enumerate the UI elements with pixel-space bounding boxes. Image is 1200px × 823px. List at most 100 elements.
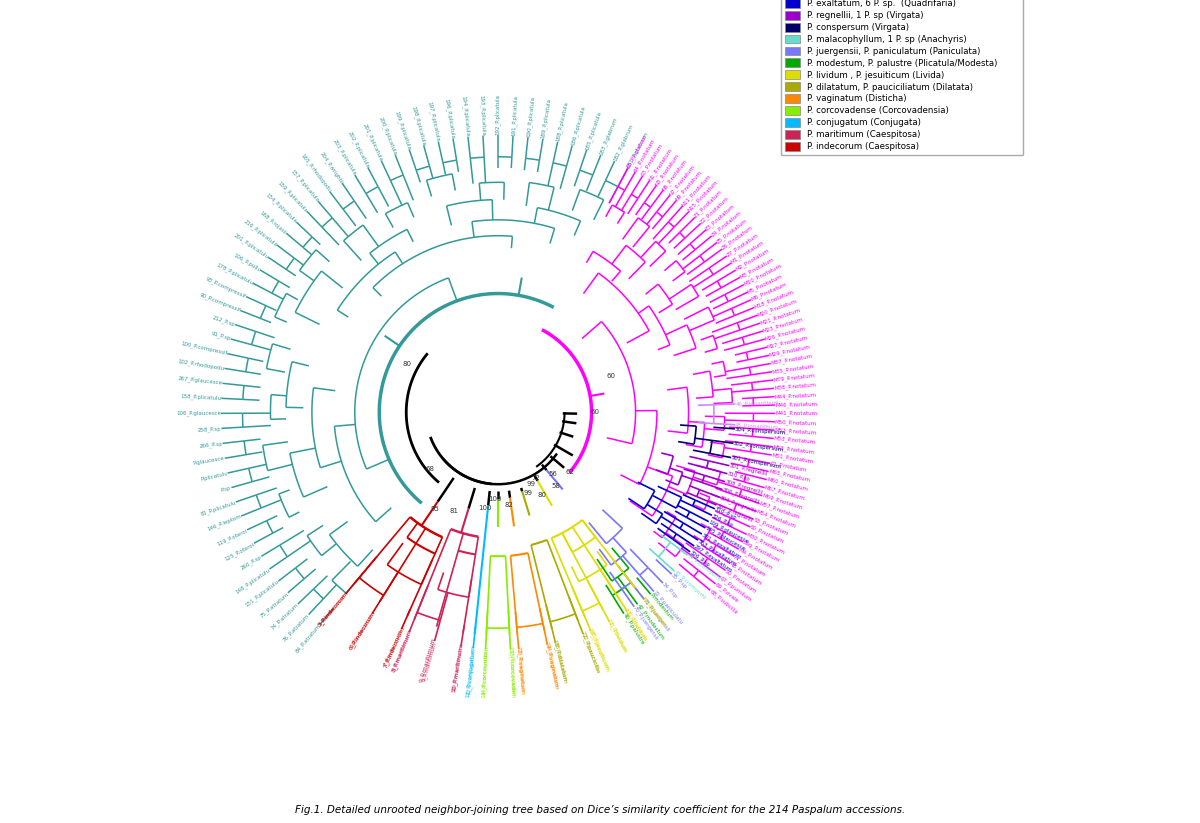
Text: 159_P.plicatula: 159_P.plicatula [277,179,310,213]
Text: 212_P.sp: 212_P.sp [211,314,236,328]
Text: 31_P.lividum: 31_P.lividum [607,621,628,653]
Text: 326_P.sp: 326_P.sp [710,513,734,528]
Text: 100: 100 [488,495,502,501]
Text: 71_P.juergensii: 71_P.juergensii [642,597,672,633]
Text: 306_P.regnellii: 306_P.regnellii [721,487,761,505]
Text: 31_P.lividum: 31_P.lividum [605,617,629,654]
Text: M23_P.notatum: M23_P.notatum [762,316,804,334]
Text: 3_P.indecorum: 3_P.indecorum [318,593,348,626]
Text: Z6_P.notatum: Z6_P.notatum [720,225,754,252]
Text: Z2_P.notatum: Z2_P.notatum [698,196,731,226]
Text: 76_P.atratum: 76_P.atratum [282,612,311,643]
Text: N3_P.notatum: N3_P.notatum [654,152,680,187]
Text: 203_P.plicatula: 203_P.plicatula [331,138,358,176]
Text: 93_P.compressif: 93_P.compressif [205,276,247,300]
Text: 10_P.maritimum: 10_P.maritimum [451,646,463,691]
Text: 14_P.corcovaden: 14_P.corcovaden [480,646,488,698]
Text: P.sp: P.sp [221,486,232,493]
Text: M37_P.notatum: M37_P.notatum [770,353,812,366]
Text: 165_P.rhodopodu: 165_P.rhodopodu [299,153,332,193]
Text: 58: 58 [551,483,560,489]
Text: 102_P.rhodopodu: 102_P.rhodopodu [178,358,224,371]
Text: M38_P.notatum: M38_P.notatum [774,382,816,391]
Text: 148_P.plicatulu: 148_P.plicatulu [234,566,271,594]
Text: 260_P.sp: 260_P.sp [240,554,263,571]
Text: M52_P.notatum: M52_P.notatum [774,427,817,435]
Text: 185_P.plicatula: 185_P.plicatula [584,110,602,151]
Text: 267_P.glaucesce: 267_P.glaucesce [178,376,223,386]
Text: 304_P.regnellii: 304_P.regnellii [719,495,757,514]
Text: M50_P.notatum: M50_P.notatum [775,419,817,426]
Text: Z7_P.notatum: Z7_P.notatum [725,232,760,258]
Text: M30_P.notatum: M30_P.notatum [745,532,786,556]
Text: 200_P.plicatula: 200_P.plicatula [377,116,398,156]
Text: M4_P.notatum: M4_P.notatum [738,546,774,571]
Text: M41_P.notatum: M41_P.notatum [775,411,817,416]
Text: 216_P.plicatula: 216_P.plicatula [242,218,278,248]
Text: 34_P.sp: 34_P.sp [661,581,679,600]
Text: 302_P.conspersum: 302_P.conspersum [733,440,785,453]
Text: 72_P.paniculatu: 72_P.paniculatu [652,589,684,625]
Text: 40_P.palustre: 40_P.palustre [622,612,646,646]
Text: M29_P.notatum: M29_P.notatum [768,344,811,358]
Text: 151_P.plicatulu: 151_P.plicatulu [244,579,280,608]
Text: 199_P.plicatula: 199_P.plicatula [394,110,412,151]
Text: 158_P.plicatulu: 158_P.plicatulu [180,393,222,401]
Text: 44_P.cromyorhi: 44_P.cromyorhi [686,553,722,583]
Text: N9_P.notatum: N9_P.notatum [674,170,703,202]
Text: 15_P.corcovaden: 15_P.corcovaden [508,646,516,698]
Text: M1_P.notatum: M1_P.notatum [730,239,766,265]
Text: M21_P.notatum: M21_P.notatum [760,307,802,326]
Text: M60_P.notatum: M60_P.notatum [766,477,809,493]
Legend: Notata Group (P. subciliatum, pumilum, notatum), Notata Group (P. ionanthum, cro: Notata Group (P. subciliatum, pumilum, n… [781,0,1024,156]
Text: Ar_P.notatum: Ar_P.notatum [733,554,767,578]
Text: 304_P.conspersum: 304_P.conspersum [734,426,786,435]
Text: 60_P.notatum: 60_P.notatum [749,524,786,545]
Text: 305_P.regnellii: 305_P.regnellii [715,502,754,523]
Text: 3_P.indecorum: 3_P.indecorum [317,589,350,628]
Text: M2_P.notatum: M2_P.notatum [734,248,770,272]
Text: M5_P.notatum: M5_P.notatum [746,273,784,295]
Text: 7_P.indecorum: 7_P.indecorum [382,625,406,668]
Text: 14_P.corcovaden: 14_P.corcovaden [480,649,488,695]
Text: P.glaucesce: P.glaucesce [193,456,226,466]
Text: 168_P.rojasii: 168_P.rojasii [259,209,288,235]
Text: Z4_P.notatum: Z4_P.notatum [710,210,743,238]
Text: 204_P.wrightii: 204_P.wrightii [318,151,344,185]
Text: 188_P.plicatula: 188_P.plicatula [554,101,569,142]
Text: N5_P.notatum: N5_P.notatum [661,158,689,192]
Text: Bag_P.notatum: Bag_P.notatum [742,539,780,564]
Text: M20_P.notatum: M20_P.notatum [756,298,798,318]
Text: 6_P.indecorum: 6_P.indecorum [348,609,377,651]
Text: 154_P.plicatula: 154_P.plicatula [265,192,299,224]
Text: 64_P.notatum: 64_P.notatum [632,137,656,173]
Text: 22_P.paucicilia: 22_P.paucicilia [580,630,601,674]
Text: M54_P.notatum: M54_P.notatum [756,509,797,529]
Text: 28_P.jesuiticum: 28_P.jesuiticum [587,626,611,673]
Text: 119_P.oteroi: 119_P.oteroi [216,528,248,546]
Text: M26_P.notatum: M26_P.notatum [764,325,806,342]
Text: 74_P.atratum: 74_P.atratum [270,602,300,631]
Text: 9_P.maritimum: 9_P.maritimum [421,640,437,681]
Text: 191_P.plicatula: 191_P.plicatula [510,95,518,136]
Text: 301_P.conspersum: 301_P.conspersum [731,455,782,470]
Text: P.modestum: P.modestum [649,593,674,621]
Text: 42_P.modestum: 42_P.modestum [635,602,666,641]
Text: 310_P.sp: 310_P.sp [727,471,751,482]
Text: 70_P.juergensii: 70_P.juergensii [632,605,660,642]
Text: M44_P.notatum: M44_P.notatum [774,392,817,399]
Text: 106_P.pullu: 106_P.pullu [233,252,262,272]
Text: M55_P.notatum: M55_P.notatum [773,444,815,455]
Text: 45_P.ionanthum: 45_P.ionanthum [736,422,779,430]
Text: 192_P.plicatula: 192_P.plicatula [496,94,500,135]
Text: 75_P.atratum: 75_P.atratum [258,591,289,619]
Text: 10_P.maritimum: 10_P.maritimum [451,643,464,694]
Text: M10_P.notatum: M10_P.notatum [743,263,782,287]
Text: 12_P.conjugatum: 12_P.conjugatum [466,649,476,695]
Text: 72: 72 [532,475,540,481]
Text: 50_P.notatum: 50_P.notatum [724,568,758,594]
Text: 56: 56 [548,471,558,477]
Text: 183_P.glabrum: 183_P.glabrum [598,116,618,156]
Text: 109_P.glaucesce: 109_P.glaucesce [708,519,750,545]
Text: 80: 80 [403,361,412,367]
